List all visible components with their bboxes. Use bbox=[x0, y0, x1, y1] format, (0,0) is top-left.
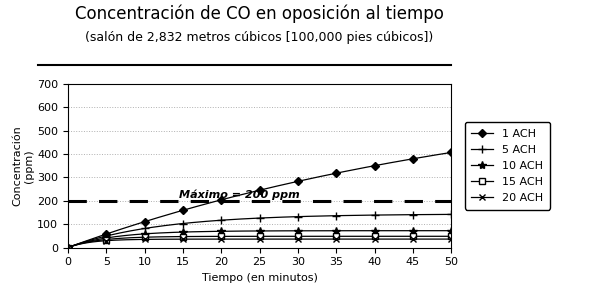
Legend: 1 ACH, 5 ACH, 10 ACH, 15 ACH, 20 ACH: 1 ACH, 5 ACH, 10 ACH, 15 ACH, 20 ACH bbox=[464, 122, 550, 210]
X-axis label: Tiempo (en minutos): Tiempo (en minutos) bbox=[202, 273, 317, 283]
Text: (salón de 2,832 metros cúbicos [100,000 pies cúbicos]): (salón de 2,832 metros cúbicos [100,000 … bbox=[86, 32, 434, 44]
Y-axis label: Concentración
(ppm): Concentración (ppm) bbox=[12, 125, 34, 206]
Text: Máximo = 200 ppm: Máximo = 200 ppm bbox=[179, 189, 300, 200]
Text: Concentración de CO en oposición al tiempo: Concentración de CO en oposición al tiem… bbox=[75, 4, 444, 23]
